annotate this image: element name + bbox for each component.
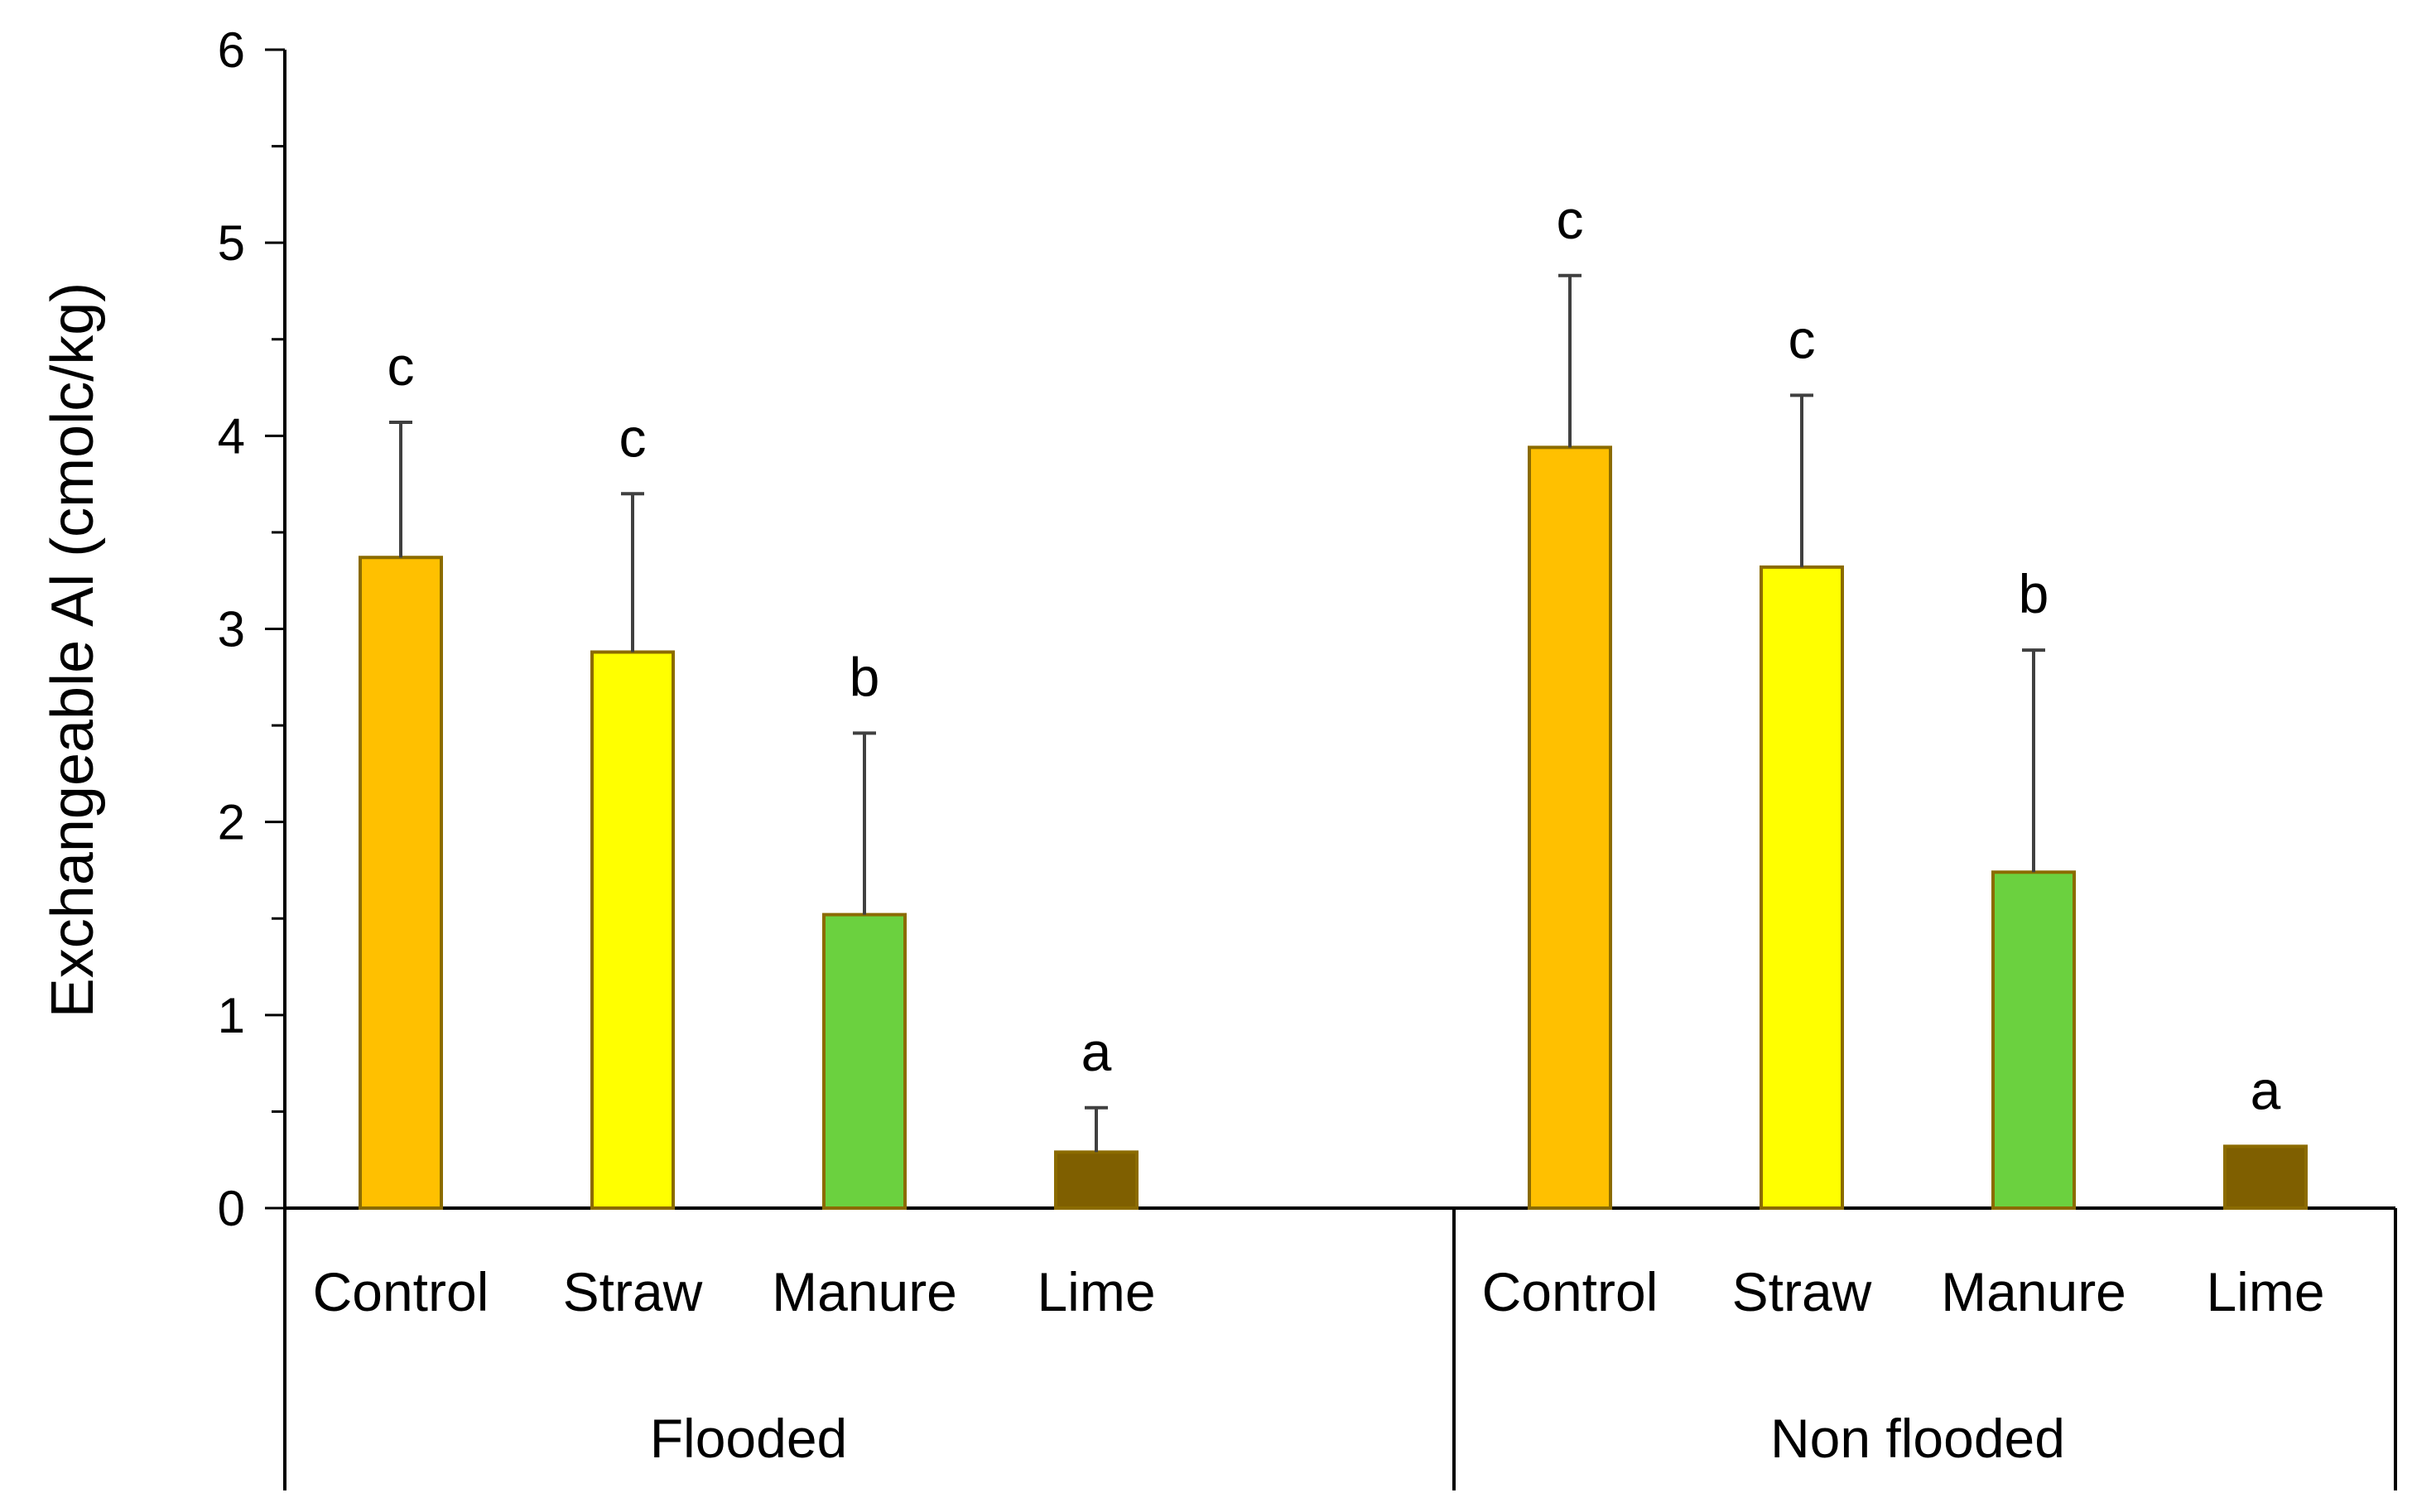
bar: [359, 556, 443, 1210]
category-label: Control: [1482, 1261, 1659, 1322]
y-tick-label: 4: [218, 408, 245, 464]
y-axis-title: Exchangeable Al (cmolc/kg): [40, 282, 106, 1018]
labels: 0 1 2 3 4 5 6 c Control c Straw b Manure a Lime Flooded…: [218, 22, 2325, 1469]
significance-letter: b: [850, 646, 880, 707]
category-label: Straw: [1732, 1261, 1872, 1322]
category-label: Lime: [1037, 1261, 1155, 1322]
bar: [822, 912, 907, 1210]
y-tick-label: 3: [218, 602, 245, 657]
y-tick-label: 5: [218, 215, 245, 271]
y-tick-label: 2: [218, 795, 245, 850]
group-label: Non flooded: [1770, 1408, 2065, 1469]
bar: [1528, 445, 1612, 1210]
significance-letter: a: [2251, 1059, 2281, 1120]
bar: [2223, 1144, 2308, 1211]
significance-letter: a: [1081, 1021, 1112, 1082]
bars: [359, 273, 2308, 1211]
category-label: Manure: [1941, 1261, 2126, 1322]
category-label: Manure: [772, 1261, 957, 1322]
category-label: Lime: [2206, 1261, 2324, 1322]
significance-letter: c: [1789, 308, 1816, 369]
bar: [1991, 870, 2076, 1211]
significance-letter: c: [619, 407, 647, 468]
y-tick-label: 0: [218, 1181, 245, 1236]
y-tick-label: 6: [218, 22, 245, 78]
bar: [1760, 565, 1844, 1210]
significance-letter: c: [388, 335, 415, 397]
category-label: Straw: [563, 1261, 703, 1322]
significance-letter: b: [2019, 563, 2049, 624]
bar: [1054, 1150, 1139, 1211]
group-label: Flooded: [650, 1408, 848, 1469]
category-label: Control: [313, 1261, 489, 1322]
y-tick-label: 1: [218, 988, 245, 1043]
bar: [590, 650, 675, 1210]
significance-letter: c: [1557, 189, 1584, 250]
